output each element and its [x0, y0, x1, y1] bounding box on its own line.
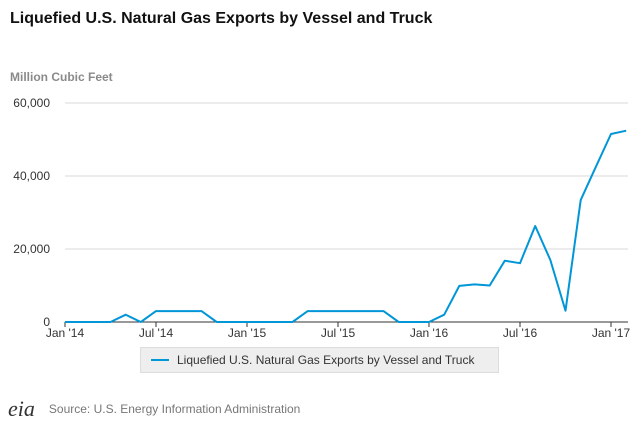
x-tick-label: Jul '15 — [321, 326, 356, 340]
line-chart: 0 20,000 40,000 60,000 Jan '14 Jul '14 Jan '15… — [13, 96, 631, 340]
x-tick-label: Jan '16 — [410, 326, 449, 340]
legend-swatch — [151, 359, 169, 361]
y-tick-label: 20,000 — [13, 242, 50, 256]
source-note: Source: U.S. Energy Information Administ… — [48, 402, 301, 416]
y-tick-label: 60,000 — [13, 96, 50, 110]
chart-title: Liquefied U.S. Natural Gas Exports by Ve… — [10, 10, 433, 27]
legend[interactable]: Liquefied U.S. Natural Gas Exports by Ve… — [140, 347, 499, 373]
x-tick-label: Jul '14 — [139, 326, 174, 340]
y-axis-label: Million Cubic Feet — [10, 70, 113, 84]
legend-label: Liquefied U.S. Natural Gas Exports by Ve… — [177, 353, 475, 367]
x-tick-label: Jan '17 — [592, 326, 631, 340]
eia-logo: eia — [8, 396, 35, 421]
series-line — [65, 129, 627, 323]
x-tick-label: Jul '16 — [503, 326, 538, 340]
x-tick-label: Jan '14 — [46, 326, 85, 340]
x-tick-label: Jan '15 — [228, 326, 267, 340]
y-tick-label: 40,000 — [13, 169, 50, 183]
footer: eia Source: U.S. Energy Information Admi… — [8, 396, 300, 422]
y-tick-label: 0 — [43, 315, 50, 329]
